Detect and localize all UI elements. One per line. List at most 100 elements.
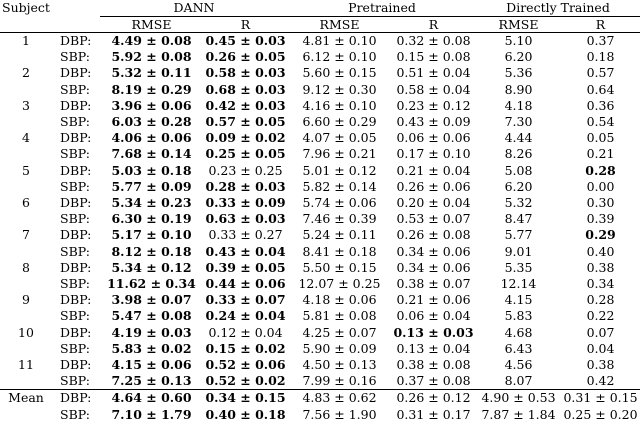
header-subject: Subject <box>2 0 50 16</box>
r-cell: 0.31 ± 0.15 <box>561 389 640 407</box>
subject-cell <box>0 244 52 260</box>
rmse-cell: 7.87 ± 1.84 <box>481 406 556 422</box>
r-cell: 0.28 ± 0.03 <box>205 178 286 194</box>
rmse-cell: 5.92 ± 0.08 <box>111 49 192 65</box>
r-cell: 0.43 ± 0.09 <box>396 114 471 130</box>
bp-type-cell: SBP: <box>60 406 90 422</box>
r-cell: 0.15 ± 0.08 <box>396 49 471 65</box>
subject-cell: 2 <box>22 65 30 81</box>
r-cell: 0.34 ± 0.06 <box>396 243 471 259</box>
r-cell: 0.53 ± 0.07 <box>396 211 471 227</box>
rmse-cell: 5.83 ± 0.02 <box>111 340 192 356</box>
r-cell: 0.06 ± 0.04 <box>396 308 471 324</box>
header-group-pretrained: Pretrained <box>288 0 476 17</box>
subject-cell: 7 <box>22 227 30 243</box>
table-body: 1 DBP: 4.49 ± 0.08 0.45 ± 0.03 4.81 ± 0.10 0.… <box>0 33 640 423</box>
r-cell: 0.06 ± 0.06 <box>396 130 471 146</box>
rmse-cell: 5.24 ± 0.11 <box>302 227 377 243</box>
r-cell: 0.37 <box>586 33 615 48</box>
rmse-cell: 4.56 <box>504 357 533 373</box>
table-row: 7 DBP: 5.17 ± 0.10 0.33 ± 0.27 5.24 ± 0.11 0.… <box>0 227 640 243</box>
rmse-cell: 7.46 ± 0.39 <box>302 211 377 227</box>
rmse-cell: 4.50 ± 0.13 <box>302 357 377 373</box>
rmse-cell: 5.36 <box>504 65 533 81</box>
bp-type-cell: DBP: <box>60 162 92 178</box>
rmse-cell: 5.32 ± 0.11 <box>111 65 192 81</box>
rmse-cell: 4.15 ± 0.06 <box>111 357 192 373</box>
bp-type-cell: SBP: <box>60 178 90 194</box>
subject-cell: 4 <box>22 130 30 146</box>
r-cell: 0.18 <box>586 49 615 65</box>
bp-type-cell: DBP: <box>60 227 92 243</box>
mean-row: SBP: 7.10 ± 1.79 0.40 ± 0.18 7.56 ± 1.90 0.3… <box>0 407 640 423</box>
rmse-cell: 5.32 <box>504 195 533 211</box>
bp-type-cell: DBP: <box>52 389 100 407</box>
r-cell: 0.40 ± 0.18 <box>205 406 286 422</box>
r-cell: 0.29 <box>585 227 616 243</box>
bp-type-cell: SBP: <box>60 146 90 162</box>
rmse-cell: 5.47 ± 0.08 <box>111 308 192 324</box>
table-row: SBP: 7.68 ± 0.14 0.25 ± 0.05 7.96 ± 0.21 0.1… <box>0 146 640 162</box>
r-cell: 0.00 <box>586 178 615 194</box>
r-cell: 0.21 ± 0.06 <box>396 292 471 308</box>
table-row: SBP: 6.03 ± 0.28 0.57 ± 0.05 6.60 ± 0.29 0.4… <box>0 114 640 130</box>
rmse-cell: 6.30 ± 0.19 <box>111 211 192 227</box>
table-row: SBP: 8.12 ± 0.18 0.43 ± 0.04 8.41 ± 0.18 0.3… <box>0 244 640 260</box>
rmse-cell: 4.25 ± 0.07 <box>302 324 377 340</box>
r-cell: 0.68 ± 0.03 <box>205 81 286 97</box>
subject-cell <box>0 114 52 130</box>
rmse-cell: 4.07 ± 0.05 <box>302 130 377 146</box>
rmse-cell: 5.60 ± 0.15 <box>302 65 377 81</box>
r-cell: 0.24 ± 0.04 <box>205 308 286 324</box>
r-cell: 0.28 <box>586 292 615 308</box>
table-row: 1 DBP: 4.49 ± 0.08 0.45 ± 0.03 4.81 ± 0.10 0.… <box>0 33 640 50</box>
rmse-cell: 4.06 ± 0.06 <box>111 130 192 146</box>
r-cell: 0.13 ± 0.04 <box>396 340 471 356</box>
rmse-cell: 4.15 <box>504 292 533 308</box>
r-cell: 0.12 ± 0.04 <box>208 324 283 340</box>
rmse-cell: 4.90 ± 0.53 <box>476 389 561 407</box>
rmse-cell: 4.18 ± 0.06 <box>302 292 377 308</box>
bp-type-cell: DBP: <box>60 33 92 48</box>
r-cell: 0.39 <box>586 211 615 227</box>
r-cell: 0.58 ± 0.03 <box>205 65 286 81</box>
subject-cell <box>0 373 52 390</box>
rmse-cell: 5.74 ± 0.06 <box>302 195 377 211</box>
rmse-cell: 4.68 <box>504 324 533 340</box>
table-row: SBP: 11.62 ± 0.34 0.44 ± 0.06 12.07 ± 0.25 0… <box>0 276 640 292</box>
r-cell: 0.23 ± 0.25 <box>208 162 283 178</box>
r-cell: 0.21 ± 0.04 <box>396 162 471 178</box>
rmse-cell: 5.50 ± 0.15 <box>302 259 377 275</box>
rmse-cell: 7.99 ± 0.16 <box>302 373 377 389</box>
bp-type-cell: SBP: <box>60 49 90 65</box>
rmse-cell: 8.12 ± 0.18 <box>111 243 192 259</box>
subject-cell: 6 <box>22 195 30 211</box>
r-cell: 0.15 ± 0.02 <box>205 340 286 356</box>
r-cell: 0.38 <box>586 259 615 275</box>
rmse-cell: 5.82 ± 0.14 <box>302 178 377 194</box>
subject-cell <box>0 49 52 65</box>
r-cell: 0.33 ± 0.27 <box>208 227 283 243</box>
rmse-cell: 8.90 <box>504 81 533 97</box>
r-cell: 0.26 ± 0.06 <box>396 178 471 194</box>
bp-type-cell: DBP: <box>60 65 92 81</box>
bp-type-cell: SBP: <box>60 243 90 259</box>
subject-cell <box>0 211 52 227</box>
rmse-cell: 7.25 ± 0.13 <box>111 373 192 389</box>
rmse-cell: 4.16 ± 0.10 <box>302 97 377 113</box>
bp-type-cell: DBP: <box>60 130 92 146</box>
rmse-cell: 4.64 ± 0.60 <box>100 389 203 407</box>
subject-cell: 10 <box>18 324 34 340</box>
rmse-cell: 4.19 ± 0.03 <box>111 324 192 340</box>
header-metric-rmse: RMSE <box>288 16 391 33</box>
bp-type-cell: SBP: <box>60 114 90 130</box>
rmse-cell: 5.17 ± 0.10 <box>111 227 192 243</box>
table-row: 11 DBP: 4.15 ± 0.06 0.52 ± 0.06 4.50 ± 0.13 0… <box>0 357 640 373</box>
r-cell: 0.54 <box>586 114 615 130</box>
table-row: 10 DBP: 4.19 ± 0.03 0.12 ± 0.04 4.25 ± 0.07 0… <box>0 325 640 341</box>
header-metric-rmse: RMSE <box>100 16 203 33</box>
table-row: SBP: 5.77 ± 0.09 0.28 ± 0.03 5.82 ± 0.14 0.2… <box>0 179 640 195</box>
r-cell: 0.22 <box>586 308 615 324</box>
